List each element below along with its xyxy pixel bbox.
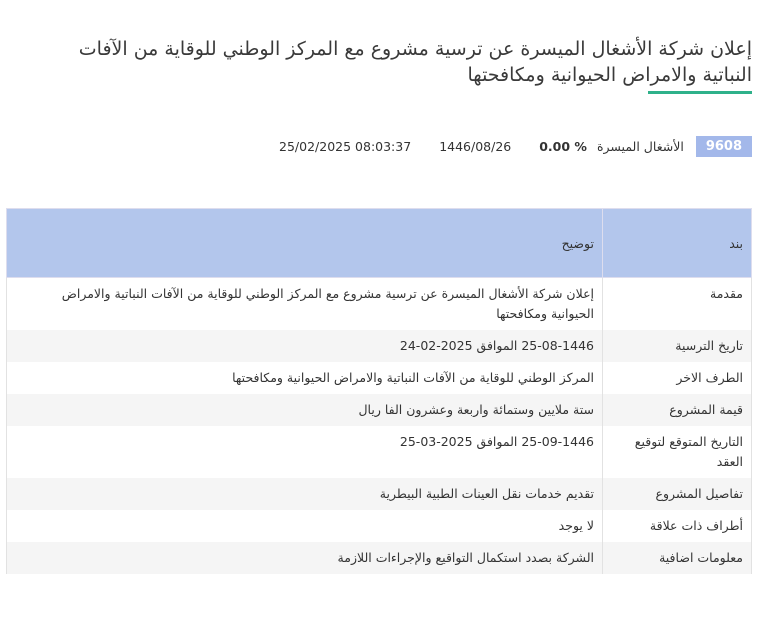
row-value: المركز الوطني للوقاية من الآفات النباتية… xyxy=(6,362,603,394)
table-row: أطراف ذات علاقة لا يوجد xyxy=(6,510,752,542)
table-row: تفاصيل المشروع تقديم خدمات نقل العينات ال… xyxy=(6,478,752,510)
row-key: مقدمة xyxy=(602,277,752,330)
row-value: ستة ملايين وستمائة واربعة وعشرون الفا ري… xyxy=(6,394,603,426)
company-name[interactable]: الأشغال الميسرة xyxy=(596,139,684,154)
row-value: 25-09-1446 الموافق 2025-03-25 xyxy=(6,426,603,478)
table-row: الطرف الاخر المركز الوطني للوقاية من الآف… xyxy=(6,362,752,394)
row-key: التاريخ المتوقع لتوقيع العقد xyxy=(602,426,752,478)
row-key: تفاصيل المشروع xyxy=(602,478,752,510)
announcement-table: بند توضيح مقدمة إعلان شركة الأشغال الميسر… xyxy=(6,208,752,574)
table-row: قيمة المشروع ستة ملايين وستمائة واربعة وع… xyxy=(6,394,752,426)
hijri-date: 1446/08/26 xyxy=(439,139,512,154)
row-value: إعلان شركة الأشغال الميسرة عن ترسية مشرو… xyxy=(6,277,603,330)
row-key: قيمة المشروع xyxy=(602,394,752,426)
row-key: معلومات اضافية xyxy=(602,542,752,574)
symbol-badge[interactable]: 9608 xyxy=(695,136,752,157)
row-value: الشركة بصدد استكمال التواقيع والإجراءات … xyxy=(6,542,603,574)
table-row: مقدمة إعلان شركة الأشغال الميسرة عن ترسية… xyxy=(6,277,752,330)
price-change: 0.00 % xyxy=(539,139,587,154)
table-row: معلومات اضافية الشركة بصدد استكمال التواق… xyxy=(6,542,752,574)
row-value: لا يوجد xyxy=(6,510,603,542)
row-key: الطرف الاخر xyxy=(602,362,752,394)
header-item: بند xyxy=(602,208,752,278)
row-key: تاريخ الترسية xyxy=(602,330,752,362)
announcement-datetime: 25/02/2025 08:03:37 xyxy=(279,139,412,154)
page-title: إعلان شركة الأشغال الميسرة عن ترسية مشرو… xyxy=(78,38,752,86)
header-description: توضيح xyxy=(6,208,603,278)
row-value: تقديم خدمات نقل العينات الطبية البيطرية xyxy=(6,478,603,510)
table-row: التاريخ المتوقع لتوقيع العقد 25-09-1446 ا… xyxy=(6,426,752,478)
row-value: 25-08-1446 الموافق 2025-02-24 xyxy=(6,330,603,362)
announcement-meta: 9608 الأشغال الميسرة 0.00 % 1446/08/26 2… xyxy=(279,136,752,157)
title-underline xyxy=(648,91,752,94)
row-key: أطراف ذات علاقة xyxy=(602,510,752,542)
table-row: تاريخ الترسية 25-08-1446 الموافق 2025-02-… xyxy=(6,330,752,362)
